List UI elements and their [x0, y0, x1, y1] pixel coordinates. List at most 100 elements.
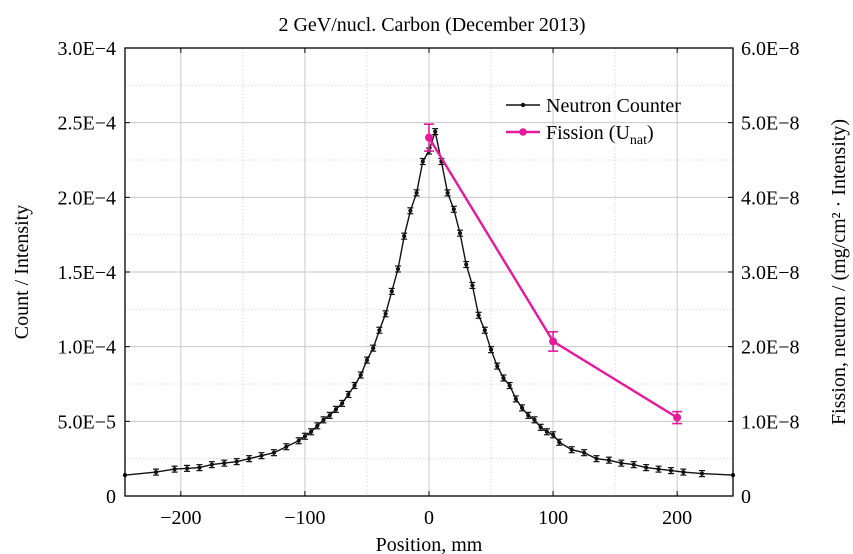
- neutron-point: [364, 358, 370, 363]
- fission-point: [425, 133, 433, 142]
- neutron-point: [172, 467, 177, 472]
- axis-ticks: [125, 47, 733, 497]
- neutron-point: [358, 372, 363, 378]
- neutron-point: [302, 434, 308, 439]
- neutron-point: [526, 413, 531, 418]
- x-axis-label: Position, mm: [376, 534, 483, 554]
- neutron-point: [519, 405, 525, 410]
- y-tick-label: 1.0E−4: [58, 337, 117, 359]
- y2-tick-label: 2.0E−8: [741, 337, 800, 359]
- neutron-point: [153, 470, 159, 475]
- neutron-point: [340, 401, 345, 406]
- neutron-point: [259, 453, 264, 458]
- neutron-point: [408, 208, 413, 213]
- neutron-point: [699, 471, 705, 476]
- neutron-point: [495, 363, 500, 369]
- legend-label-fission-main: Fission (U: [546, 122, 630, 144]
- neutron-point: [476, 313, 481, 318]
- neutron-point: [371, 346, 376, 351]
- neutron-point: [420, 159, 425, 164]
- legend-marker-fission: [519, 128, 527, 136]
- neutron-point: [631, 462, 636, 467]
- y-tick-label: 2.0E−4: [58, 187, 117, 209]
- series-neutron-counter: [122, 128, 736, 478]
- y2-tick-label: 0: [741, 486, 751, 508]
- legend-label-fission-end: ): [647, 122, 654, 144]
- neutron-point: [284, 444, 289, 449]
- neutron-point: [352, 383, 357, 388]
- y2-tick-label: 3.0E−8: [741, 262, 800, 284]
- neutron-point: [544, 429, 549, 434]
- neutron-point: [557, 440, 562, 445]
- neutron-point: [414, 190, 419, 195]
- neutron-point: [513, 396, 518, 402]
- neutron-point: [582, 450, 587, 455]
- y-tick-label: 5.0E−5: [58, 411, 117, 433]
- neutron-point: [383, 311, 388, 316]
- y-tick-label: 3.0E−4: [58, 38, 117, 60]
- neutron-point: [296, 438, 301, 443]
- x-tick-label: −100: [284, 507, 325, 529]
- neutron-point: [451, 207, 456, 212]
- y2-tick-labels: 0 1.0E−8 2.0E−8 3.0E−8 4.0E−8 5.0E−8 6.0E−8: [741, 38, 800, 508]
- y-tick-label: 2.5E−4: [58, 113, 117, 135]
- neutron-point: [507, 383, 512, 388]
- y2-tick-label: 1.0E−8: [741, 411, 800, 433]
- neutron-point: [395, 266, 401, 272]
- neutron-point: [681, 470, 686, 475]
- legend-label-neutron: Neutron Counter: [546, 95, 681, 117]
- x-tick-label: −200: [160, 507, 201, 529]
- neutron-point: [550, 432, 556, 437]
- y2-tick-label: 4.0E−8: [741, 187, 800, 209]
- neutron-point: [315, 423, 320, 428]
- y-tick-labels: 0 5.0E−5 1.0E−4 1.5E−4 2.0E−4 2.5E−4 3.0E−4: [58, 38, 117, 508]
- neutron-point: [482, 328, 487, 333]
- x-tick-label: 0: [424, 507, 434, 529]
- neutron-point: [457, 231, 463, 236]
- neutron-point: [501, 375, 506, 381]
- neutron-point: [619, 461, 624, 466]
- neutron-point: [234, 459, 239, 464]
- x-tick-labels: −200 −100 0 100 200: [160, 507, 692, 529]
- neutron-point: [532, 417, 537, 422]
- legend: Neutron Counter Fission (Unat): [506, 95, 681, 148]
- neutron-point: [222, 461, 227, 466]
- fission-point: [549, 337, 558, 346]
- neutron-point: [594, 456, 599, 461]
- neutron-point: [569, 447, 574, 452]
- y2-axis-label: Fission, neutron / (mg/cm² · Intensity): [828, 119, 850, 425]
- neutron-point: [197, 465, 202, 470]
- neutron-point: [346, 392, 351, 397]
- legend-marker-neutron: [520, 102, 526, 108]
- neutron-point: [309, 429, 314, 434]
- y2-tick-label: 6.0E−8: [741, 38, 800, 60]
- fission-point: [673, 413, 682, 422]
- neutron-point: [246, 456, 252, 461]
- neutron-point: [445, 190, 450, 195]
- neutron-point: [488, 347, 494, 352]
- neutron-point: [656, 467, 661, 472]
- y-axis-label: Count / Intensity: [11, 205, 33, 339]
- neutron-point: [668, 468, 674, 473]
- neutron-point: [433, 129, 438, 134]
- neutron-point: [402, 234, 407, 239]
- neutron-point: [321, 417, 326, 422]
- neutron-point: [184, 466, 190, 471]
- legend-label-fission-sub: nat: [630, 133, 647, 148]
- legend-label-fission: Fission (Unat): [546, 122, 654, 148]
- neutron-point: [209, 462, 214, 467]
- neutron-point: [271, 450, 276, 455]
- neutron-point: [644, 465, 649, 470]
- x-tick-label: 200: [662, 507, 692, 529]
- neutron-point: [470, 283, 475, 288]
- neutron-point: [377, 328, 382, 333]
- neutron-point: [538, 425, 543, 430]
- y2-tick-label: 5.0E−8: [741, 113, 800, 135]
- neutron-point: [389, 289, 394, 294]
- y-tick-label: 0: [106, 486, 116, 508]
- y-tick-label: 1.5E−4: [58, 262, 117, 284]
- series-fission: [424, 123, 683, 425]
- chart-title: 2 GeV/nucl. Carbon (December 2013): [278, 14, 585, 36]
- neutron-point: [464, 262, 469, 267]
